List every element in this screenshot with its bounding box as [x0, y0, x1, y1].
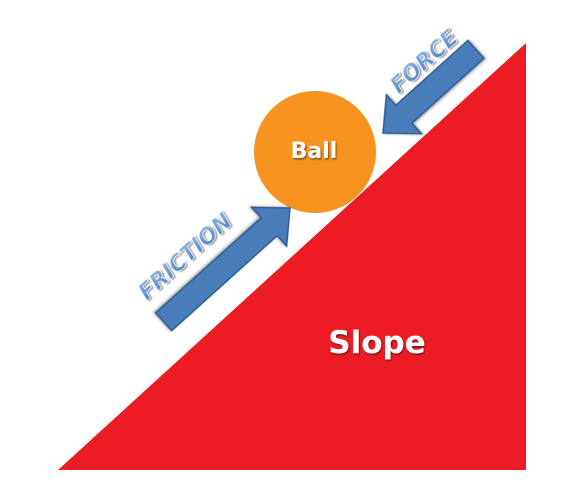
- force-arrow-icon: [382, 39, 485, 135]
- slope-triangle: [58, 43, 526, 470]
- ball-circle: [254, 91, 376, 213]
- ball-label: Ball: [291, 139, 338, 164]
- slope-label: Slope: [328, 325, 425, 361]
- force-arrow: [382, 39, 485, 135]
- friction-arrow-icon: [154, 206, 291, 332]
- friction-arrow: [154, 206, 291, 332]
